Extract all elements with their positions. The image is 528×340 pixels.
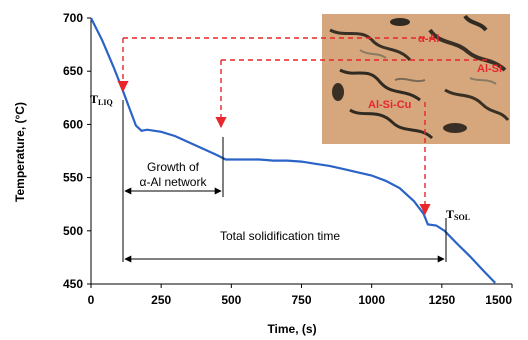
x-tick-label: 500	[221, 293, 241, 307]
photo-label-al-si: Al-Si	[477, 63, 502, 75]
t-liq-label: TLIQ	[90, 92, 113, 107]
y-tick-label: 600	[63, 117, 83, 131]
x-tick-label: 750	[291, 293, 311, 307]
growth-label-line1: Growth of	[147, 160, 200, 174]
y-tick-label: 450	[63, 277, 83, 291]
y-tick-label: 650	[63, 64, 83, 78]
x-tick-label: 0	[88, 293, 95, 307]
x-axis-ticks: 0 250 500 750 1000 1250 1500	[88, 284, 513, 307]
total-time-label: Total solidification time	[220, 229, 340, 243]
x-tick-label: 1250	[428, 293, 455, 307]
y-tick-label: 550	[63, 171, 83, 185]
photo-label-al-si-cu: Al-Si-Cu	[368, 99, 411, 111]
y-axis-ticks: 700 650 600 550 500 450	[63, 11, 91, 291]
growth-label-line2: α-Al network	[140, 175, 208, 189]
x-axis-title: Time, (s)	[267, 322, 316, 336]
y-axis-title: Temperature, (°C)	[13, 102, 27, 202]
micrograph-inset	[322, 14, 510, 144]
x-tick-label: 250	[151, 293, 171, 307]
t-sol-label: TSOL	[446, 207, 470, 222]
red-dashed-arrows	[117, 37, 492, 216]
y-tick-label: 500	[63, 224, 83, 238]
interval-markers	[122, 100, 447, 263]
x-tick-label: 1500	[485, 293, 512, 307]
cooling-curve-line	[90, 17, 496, 284]
photo-label-alpha-al: α-Al	[418, 33, 439, 45]
y-tick-label: 700	[63, 11, 83, 25]
x-tick-label: 1000	[358, 293, 385, 307]
